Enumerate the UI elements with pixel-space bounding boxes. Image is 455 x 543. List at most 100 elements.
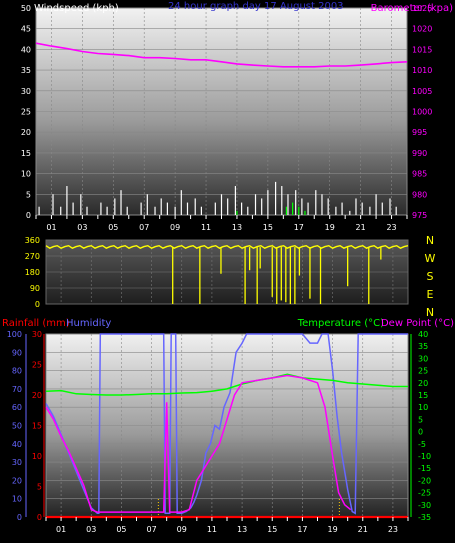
x-tick-label: 17 [294,223,304,232]
x-tick-label: 03 [86,525,96,534]
windspeed-tick-label: 40 [21,45,31,54]
compass-label: N [426,234,434,247]
chart-title: 24 hour graph day 17 August 2003 [168,1,344,12]
wind-baro-marks [35,42,408,215]
wind-direction-marks [45,244,409,304]
compass-label: S [427,270,434,283]
humidity-tick-label: 70 [12,385,22,394]
humidity-line [45,333,408,515]
barometer-tick-label: 995 [412,128,427,137]
wind-baro-grid [36,8,407,215]
compass-label: N [426,306,434,319]
barometer-line [35,42,408,68]
dewpoint-axis-label: Dew Point (°C) [381,318,454,329]
x-tick-label: 23 [386,223,396,232]
barometer-tick-label: 1005 [412,87,432,96]
direction-tick-label: 90 [30,284,40,293]
x-tick-label: 15 [263,223,273,232]
temperature-tick-label: 0 [418,428,423,437]
temperature-tick-label: 40 [418,330,428,339]
humidity-tick-label: 20 [12,476,22,485]
temperature-tick-label: 10 [418,403,428,412]
x-tick-label: 15 [267,525,277,534]
humidity-tick-label: 60 [12,403,22,412]
compass-label: W [425,252,436,265]
temperature-tick-label: 35 [418,342,428,351]
temperature-tick-label: -35 [418,513,431,522]
windspeed-tick-label: 50 [21,4,31,13]
wind-baro-panel: 0510152025303540455097598098599099510001… [21,1,453,232]
windspeed-tick-label: 45 [21,25,31,34]
rainfall-tick-label: 25 [32,361,42,370]
x-tick-label: 01 [46,223,56,232]
x-tick-label: 01 [56,525,66,534]
temp-humidity-grid [46,334,408,517]
rainfall-axis-label: Rainfall (mm) [2,318,70,329]
humidity-tick-label: 40 [12,440,22,449]
rainfall-tick-label: 5 [37,483,42,492]
temperature-tick-label: -10 [418,452,431,461]
temperature-tick-label: 5 [418,415,423,424]
barometer-tick-label: 1015 [412,45,432,54]
wind-baro-axes: 0510152025303540455097598098599099510001… [21,4,433,232]
barometer-tick-label: 1020 [412,25,432,34]
direction-tick-label: 0 [35,300,40,309]
rainfall-tick-label: 10 [32,452,42,461]
barometer-tick-label: 975 [412,211,427,220]
x-tick-label: 09 [177,525,187,534]
windspeed-tick-label: 0 [26,211,31,220]
windspeed-tick-label: 10 [21,170,31,179]
x-tick-label: 05 [108,223,118,232]
x-tick-label: 03 [77,223,87,232]
x-tick-label: 19 [327,525,337,534]
barometer-tick-label: 980 [412,190,427,199]
x-tick-label: 13 [237,525,247,534]
barometer-axis-label: Barometer (kpa) [371,3,453,14]
temperature-tick-label: -20 [418,476,431,485]
barometer-tick-label: 990 [412,149,427,158]
temperature-tick-label: -25 [418,489,431,498]
windspeed-axis-label: Windspeed (kph) [34,3,119,14]
humidity-axis-label: Humidity [66,318,111,329]
barometer-tick-label: 1010 [412,66,432,75]
temperature-tick-label: 25 [418,367,428,376]
x-tick-label: 05 [116,525,126,534]
rainfall-tick-label: 0 [37,513,42,522]
temperature-tick-label: 30 [418,354,428,363]
x-tick-label: 21 [356,223,366,232]
humidity-tick-label: 0 [17,513,22,522]
temperature-tick-label: -5 [418,440,426,449]
x-tick-label: 09 [170,223,180,232]
temperature-tick-label: 20 [418,379,428,388]
direction-tick-label: 270 [25,252,40,261]
temperature-axis-label: Temperature (°C) [297,318,384,329]
rainfall-tick-label: 15 [32,422,42,431]
windspeed-tick-label: 30 [21,87,31,96]
compass-label: E [427,288,434,301]
x-tick-label: 17 [297,525,307,534]
x-tick-label: 23 [388,525,398,534]
rainfall-tick-label: 30 [32,330,42,339]
temperature-line [45,373,408,396]
temp-humidity-axes: 0102030405060708090100051015202530-35-30… [7,330,431,534]
temperature-tick-label: 15 [418,391,428,400]
humidity-tick-label: 10 [12,495,22,504]
rainfall-tick-label: 20 [32,391,42,400]
barometer-tick-label: 985 [412,170,427,179]
temp-humidity-panel: 0102030405060708090100051015202530-35-30… [2,318,454,534]
dewpoint-line [45,374,352,513]
x-tick-label: 11 [207,525,217,534]
windspeed-tick-label: 15 [21,149,31,158]
windspeed-tick-label: 5 [26,190,31,199]
wind-direction-line [45,244,409,249]
direction-tick-label: 360 [25,236,40,245]
x-tick-label: 21 [358,525,368,534]
humidity-tick-label: 90 [12,348,22,357]
x-tick-label: 11 [201,223,211,232]
x-tick-label: 07 [139,223,149,232]
x-tick-label: 19 [325,223,335,232]
humidity-tick-label: 50 [12,422,22,431]
